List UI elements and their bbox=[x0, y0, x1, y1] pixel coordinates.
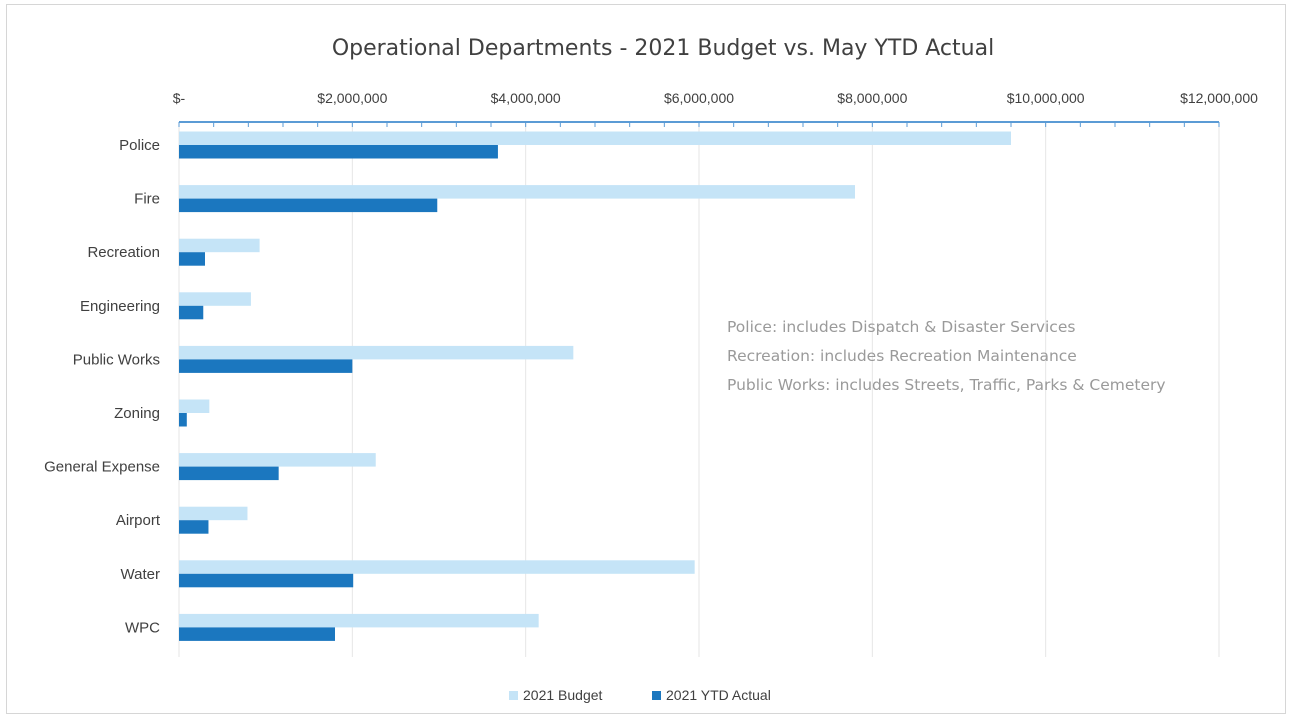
chart-svg: $- $2,000,000 $4,000,000 $6,000,000 $8,000,0… bbox=[44, 36, 1258, 703]
bar-actual-police bbox=[179, 145, 498, 159]
category-label: Engineering bbox=[80, 298, 160, 315]
category-label: Water bbox=[121, 566, 160, 583]
legend: 2021 Budget 2021 YTD Actual bbox=[509, 687, 771, 703]
chart-title: Operational Departments - 2021 Budget vs… bbox=[332, 36, 994, 61]
category-labels: Police Fire Recreation Engineering Public Wo… bbox=[44, 137, 161, 636]
category-label: Public Works bbox=[73, 351, 160, 368]
x-tick-label: $4,000,000 bbox=[491, 90, 561, 106]
note-line: Public Works: includes Streets, Traffic,… bbox=[727, 376, 1166, 394]
bar-actual-general-expense bbox=[179, 466, 279, 481]
bar-actual-engineering bbox=[179, 305, 204, 320]
bar-actual-water bbox=[179, 573, 354, 588]
note-line: Recreation: includes Recreation Maintena… bbox=[727, 347, 1077, 365]
note-line: Police: includes Dispatch & Disaster Ser… bbox=[727, 318, 1075, 336]
x-tick-label: $- bbox=[173, 90, 186, 106]
x-tick-label: $2,000,000 bbox=[317, 90, 387, 106]
bar-actual-public-works bbox=[179, 359, 353, 373]
bar-budget-engineering bbox=[179, 292, 251, 306]
bar-budget-public-works bbox=[179, 345, 574, 360]
bar-budget-zoning bbox=[179, 399, 210, 413]
x-axis: $- $2,000,000 $4,000,000 $6,000,000 $8,000,0… bbox=[173, 90, 1258, 127]
legend-label: 2021 YTD Actual bbox=[666, 687, 771, 703]
bar-actual-airport bbox=[179, 520, 209, 534]
bar-actual-recreation bbox=[179, 252, 205, 266]
x-tick-label: $10,000,000 bbox=[1007, 90, 1085, 106]
category-label: General Expense bbox=[44, 459, 160, 476]
bar-actual-zoning bbox=[179, 413, 187, 427]
category-label: Police bbox=[119, 137, 160, 154]
legend-swatch-1 bbox=[652, 691, 661, 700]
legend-swatch-0 bbox=[509, 691, 518, 700]
bar-budget-water bbox=[179, 560, 695, 574]
x-tick-label: $6,000,000 bbox=[664, 90, 734, 106]
category-label: Airport bbox=[116, 512, 161, 529]
legend-label: 2021 Budget bbox=[523, 687, 603, 703]
bar-actual-fire bbox=[179, 198, 438, 213]
bar-actual-wpc bbox=[179, 627, 335, 641]
category-label: Fire bbox=[134, 191, 160, 208]
bars bbox=[179, 131, 1011, 641]
category-label: Recreation bbox=[87, 244, 160, 261]
chart-frame: $- $2,000,000 $4,000,000 $6,000,000 $8,000,0… bbox=[6, 4, 1286, 714]
category-label: WPC bbox=[125, 619, 160, 636]
bar-budget-police bbox=[179, 131, 1011, 145]
annotation-note: Police: includes Dispatch & Disaster Ser… bbox=[727, 318, 1166, 394]
bar-budget-wpc bbox=[179, 613, 539, 628]
bar-budget-recreation bbox=[179, 238, 260, 253]
x-tick-label: $12,000,000 bbox=[1180, 90, 1258, 106]
x-tick-label: $8,000,000 bbox=[837, 90, 907, 106]
bar-budget-general-expense bbox=[179, 453, 376, 467]
bar-budget-fire bbox=[179, 185, 855, 199]
category-label: Zoning bbox=[114, 405, 160, 422]
bar-budget-airport bbox=[179, 506, 248, 521]
